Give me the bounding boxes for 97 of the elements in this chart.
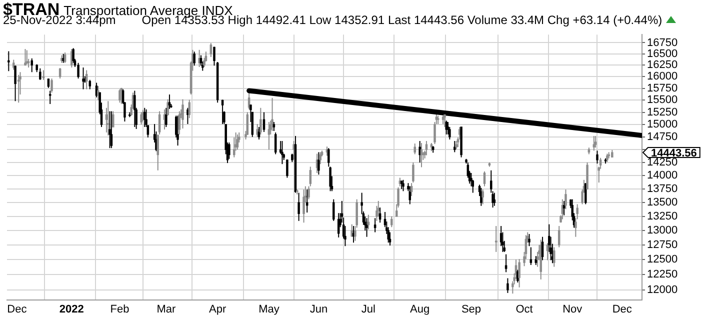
candlestick [414, 143, 416, 155]
y-tick-label: 14000 [647, 170, 678, 182]
candlestick [251, 112, 254, 138]
y-tick-label: 12000 [647, 284, 678, 296]
candlestick [260, 107, 262, 135]
y-tick-label: 13500 [647, 196, 678, 209]
y-tick-label: 14250 [647, 156, 678, 169]
candlestick [188, 99, 191, 119]
x-tick-label: Dec [7, 304, 28, 316]
candlestick [376, 205, 378, 222]
y-tick-label: 13000 [647, 224, 678, 237]
candlestick [308, 186, 310, 200]
candlestick [412, 162, 414, 184]
candlestick [494, 226, 498, 252]
x-tick-label: May [258, 304, 280, 316]
x-tick-label: Oct [516, 304, 533, 316]
candlestick [118, 88, 121, 104]
candlestick [107, 100, 110, 136]
x-tick-label: Mar [156, 304, 176, 316]
candlestick [12, 59, 15, 70]
candlestick [258, 126, 260, 140]
x-tick-label: Apr [209, 304, 226, 316]
y-tick-label: 16000 [647, 70, 678, 83]
candlestick [350, 224, 353, 238]
candlestick [506, 278, 509, 294]
candlestick [558, 226, 560, 248]
x-tick-label: Sep [461, 304, 482, 316]
candlestick [445, 120, 448, 135]
candlestick [50, 78, 53, 94]
y-tick-label: 16750 [647, 36, 678, 49]
candlestick [213, 46, 216, 66]
candlestick [140, 112, 142, 126]
y-tick-label: 12750 [647, 238, 678, 251]
candlestick [48, 90, 52, 105]
candlestick [30, 58, 33, 73]
candlestick [518, 258, 520, 288]
candlestick [256, 124, 258, 138]
candlestick [268, 122, 270, 150]
y-tick-label: 15750 [647, 82, 678, 94]
candlestick [318, 152, 320, 176]
candlestick [390, 216, 393, 228]
candlestick [483, 170, 486, 187]
candlestick [198, 49, 200, 68]
candlestick [108, 110, 111, 149]
candlestick [302, 189, 305, 224]
candlestick [39, 68, 42, 80]
candlestick [584, 182, 587, 205]
candlestick [200, 54, 202, 66]
candlestick [156, 134, 160, 171]
candlestick [482, 189, 484, 205]
candlestick [233, 136, 236, 158]
y-tick-label: 13250 [647, 210, 678, 222]
candlestick [14, 65, 16, 102]
candlestick [553, 246, 556, 268]
candlestick [134, 90, 136, 128]
candlestick [367, 214, 370, 230]
candlestick [8, 50, 10, 72]
candlestick [493, 192, 496, 206]
x-tick-label: 2022 [59, 304, 84, 316]
candlestick [24, 48, 26, 66]
y-tick-label: 13750 [647, 183, 678, 196]
candlestick [47, 78, 50, 88]
y-tick-label: 16250 [647, 59, 678, 72]
x-tick-label: Aug [410, 304, 430, 316]
x-tick-label: Jun [310, 304, 328, 316]
y-tick-label: 14750 [647, 130, 678, 143]
y-tick-label: 15250 [647, 106, 678, 118]
x-tick-label: Dec [612, 304, 632, 316]
candlestick [504, 254, 508, 273]
candlestick [328, 148, 330, 168]
y-tick-label: 12250 [647, 268, 678, 281]
candlestick [528, 233, 530, 247]
x-tick-label: Feb [110, 304, 130, 316]
candlestick [592, 135, 596, 152]
candlestick [596, 150, 598, 164]
candlestick [176, 115, 179, 146]
candlestick [298, 192, 300, 222]
candlestick [329, 166, 332, 192]
candlestick [594, 135, 597, 148]
y-tick-label: 16500 [647, 48, 678, 60]
candlestick [541, 236, 544, 261]
candlestick [88, 79, 92, 90]
candlestick [64, 52, 66, 64]
candlestick [77, 62, 80, 80]
candlestick [292, 140, 295, 160]
candlestick [193, 51, 196, 66]
x-tick-label: Nov [562, 304, 583, 316]
candlestick [165, 107, 168, 128]
candlestick [397, 186, 400, 208]
y-tick-label: 15500 [647, 94, 678, 106]
candlestick [425, 140, 428, 156]
y-tick-label: 12500 [647, 254, 678, 266]
x-tick-label: Jul [361, 304, 376, 316]
y-tick-label: 15000 [647, 118, 678, 131]
candlestick [72, 48, 74, 64]
candlestick [221, 99, 224, 125]
candlestick [418, 140, 421, 164]
